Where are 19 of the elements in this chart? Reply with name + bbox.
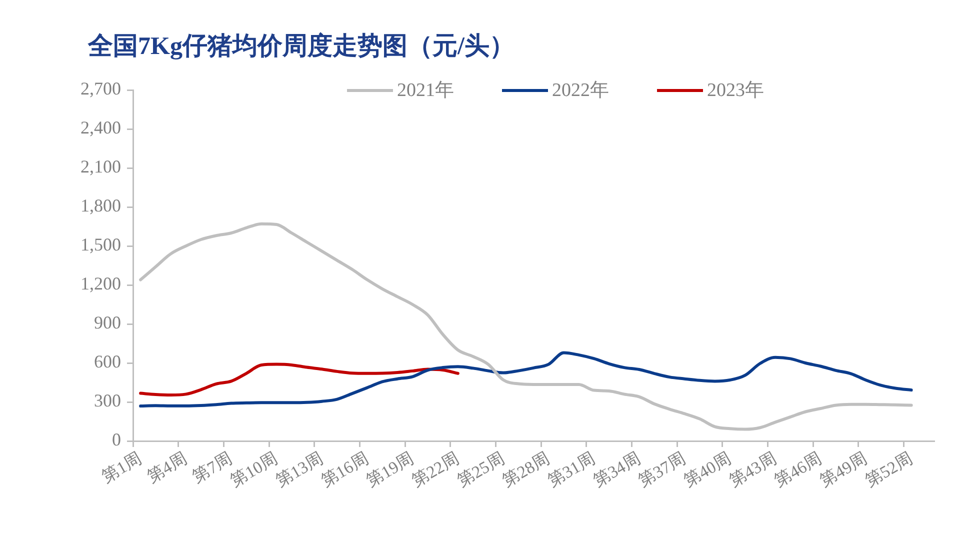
y-tick-label: 2,100 <box>80 156 121 177</box>
y-tick-label: 1,800 <box>80 196 121 216</box>
x-tick-label: 第4周 <box>144 448 190 486</box>
legend-label: 2023年 <box>707 79 764 103</box>
legend-label: 2021年 <box>397 79 454 103</box>
y-tick-label: 600 <box>94 352 121 372</box>
y-tick-label: 1,500 <box>80 234 121 255</box>
line-series <box>139 362 460 396</box>
y-tick-label: 300 <box>94 390 121 411</box>
y-tick-label: 2,400 <box>80 118 121 138</box>
chart-title: 全国7Kg仔猪均价周度走势图（元/头） <box>88 31 514 62</box>
x-tick-label: 第1周 <box>98 448 145 486</box>
line-series <box>139 351 913 408</box>
y-tick-label: 1,200 <box>80 274 121 294</box>
y-tick-label: 900 <box>94 312 121 333</box>
y-tick-label: 2,700 <box>80 78 121 99</box>
line-series <box>139 222 913 431</box>
y-tick-label: 0 <box>112 430 121 450</box>
legend-label: 2022年 <box>552 79 609 103</box>
